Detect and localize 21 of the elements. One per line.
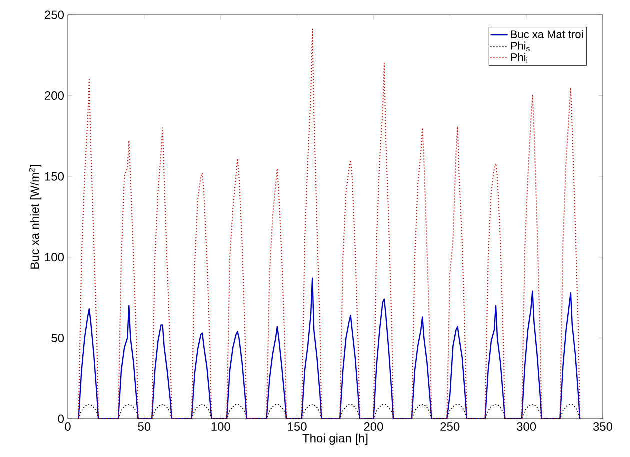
y-axis-title: Buc xa nhiet [W/m$^{2}$] — [29, 165, 42, 269]
x-tick-label: 150 — [288, 422, 307, 432]
y-tick-label: 50 — [52, 334, 64, 342]
legend-label: Phi$_{i}$ — [511, 53, 528, 64]
x-tick-label: 200 — [364, 422, 384, 432]
line-series — [78, 29, 581, 419]
x-tick-label: 350 — [593, 422, 613, 432]
legend-label: Buc xa Mat troi — [511, 30, 583, 38]
x-axis-title: Thoi gian [h] — [302, 434, 368, 446]
legend-label: Phi$_{s}$ — [511, 42, 530, 52]
x-tick-label: 0 — [65, 422, 71, 432]
x-tick-label: 250 — [440, 422, 460, 432]
y-tick-label: 150 — [45, 172, 64, 181]
y-tick-label: 100 — [45, 253, 64, 262]
y-tick-label: 200 — [45, 92, 64, 100]
x-tick-label: 50 — [138, 422, 151, 432]
x-tick-label: 100 — [212, 422, 230, 432]
y-tick-label: 250 — [45, 10, 64, 20]
y-tick-label: 0 — [58, 414, 64, 424]
x-tick-label: 300 — [517, 422, 536, 432]
line-series — [78, 278, 581, 419]
